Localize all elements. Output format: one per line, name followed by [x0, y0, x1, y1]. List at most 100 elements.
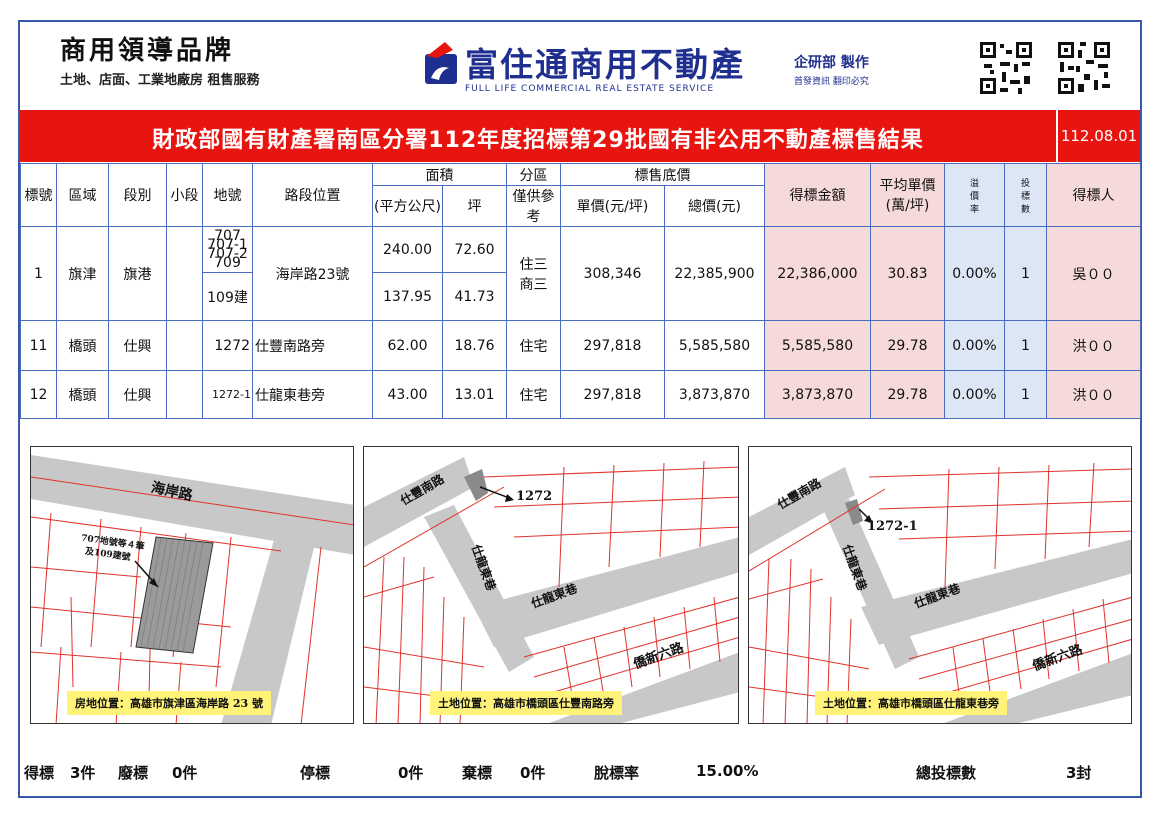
- brand-center-subtitle: FULL LIFE COMMERCIAL REAL ESTATE SERVICE: [465, 84, 715, 94]
- cell-winning-bid: 22,386,000: [764, 226, 871, 321]
- total-bids-label: 總投標數: [916, 764, 977, 782]
- header-section: 段別: [108, 163, 167, 227]
- cell-section: 旗港: [108, 226, 167, 321]
- cell-area-m2: 137.95: [372, 272, 443, 321]
- brand-left-title: 商用領導品牌: [60, 36, 235, 66]
- brand-left: 商用領導品牌 土地、店面、工業地廠房 租售服務: [60, 30, 260, 88]
- map-shifeng-south-road: 仕豐南路 1272 仕龍東巷 仕龍東巷 僑新六路 土地位置：高雄市橋頭區仕豐南路…: [363, 446, 739, 724]
- header-location: 路段位置: [252, 163, 373, 227]
- stopped-value: 0件: [398, 764, 424, 782]
- header-land-no: 地號: [202, 163, 253, 227]
- cell-zone: 住宅: [506, 320, 561, 371]
- zone-item: 住三: [519, 256, 548, 273]
- cell-bids: 1: [1004, 226, 1047, 321]
- won-value: 3件: [70, 764, 96, 782]
- void-value: 0件: [172, 764, 198, 782]
- map-caption: 房地位置：高雄市旗津區海岸路 23 號: [67, 691, 271, 715]
- header-district: 區域: [56, 163, 109, 227]
- brand-center: 富住通商用不動產 FULL LIFE COMMERCIAL REAL ESTAT…: [465, 38, 745, 94]
- unsold-rate-value: 15.00%: [696, 762, 759, 780]
- cell-zone: 住宅: [506, 370, 561, 419]
- abandoned-value: 0件: [520, 764, 546, 782]
- header-total-price: 總價(元): [664, 185, 765, 227]
- map-shilong-east-lane: 仕豐南路 1272-1 仕龍東巷 仕龍東巷 僑新六路 土地位置：高雄市橋頭區仕龍…: [748, 446, 1132, 724]
- header-bids-b: 標: [1020, 191, 1030, 202]
- header-subsection: 小段: [166, 163, 203, 227]
- cell-bids: 1: [1004, 320, 1047, 371]
- table-row: 11 橋頭 仕興 1272 仕豐南路旁 62.00 18.76 住宅 297,8…: [20, 320, 1141, 371]
- stopped-label: 停標: [300, 764, 331, 782]
- cell-lot-no: 1: [20, 226, 57, 321]
- page-frame: 商用領導品牌 土地、店面、工業地廠房 租售服務 富住通商用不動產 FULL LI…: [18, 20, 1142, 798]
- cell-lot-no: 11: [20, 320, 57, 371]
- cell-winning-bid: 5,585,580: [764, 320, 871, 371]
- land-no-item: 707: [214, 227, 241, 244]
- abandoned-label: 棄標: [462, 764, 493, 782]
- land-no-item: 707-2: [207, 245, 248, 262]
- department-title: 企研部 製作: [794, 55, 869, 71]
- header-base-price: 標售底價: [560, 163, 765, 186]
- cell-zone: 住三 商三: [506, 226, 561, 321]
- cell-area-ping: 18.76: [442, 320, 507, 371]
- brand-center-title: 富住通商用不動產: [465, 45, 745, 84]
- cell-land-no-list: 707 707-1 707-2 709: [202, 226, 253, 273]
- cell-unit-price: 297,818: [560, 320, 665, 371]
- cell-winner: 吳００: [1046, 226, 1141, 321]
- table-row: 1 旗津 旗港 707 707-1 707-2 709 海岸路23號 240.0…: [20, 226, 1141, 321]
- cell-total-price: 3,873,870: [664, 370, 765, 419]
- parcel-label: 1272-1: [867, 519, 918, 534]
- cell-subsection: [166, 320, 203, 371]
- cell-area-ping: 13.01: [442, 370, 507, 419]
- header-area: 面積: [372, 163, 507, 186]
- header-bids-a: 投: [1020, 178, 1030, 189]
- cell-unit-price: 308,346: [560, 226, 665, 321]
- cell-area-m2: 62.00: [372, 320, 443, 371]
- void-label: 廢標: [118, 764, 149, 782]
- header-avg-unit-b: (萬/坪): [885, 198, 930, 214]
- department: 企研部 製作 首發資訊 翻印必究: [794, 52, 869, 87]
- cell-building-no: 109建: [202, 272, 253, 321]
- header-premium-a: 溢: [969, 178, 979, 189]
- department-subtitle: 首發資訊 翻印必究: [794, 77, 869, 87]
- map-caption: 土地位置：高雄市橋頭區仕龍東巷旁: [815, 691, 1007, 715]
- cell-area-ping: 41.73: [442, 272, 507, 321]
- cell-lot-no: 12: [20, 370, 57, 419]
- company-logo-icon: [425, 42, 457, 84]
- cell-winning-bid: 3,873,870: [764, 370, 871, 419]
- header-winner: 得標人: [1046, 163, 1141, 227]
- cell-area-ping: 72.60: [442, 226, 507, 273]
- header-premium-b: 價: [969, 191, 979, 202]
- cell-land-no: 1272-1: [202, 370, 253, 419]
- results-table: 標號 區域 段別 小段 地號 路段位置 面積 分區 標售底價 得標金額 平均單價…: [20, 163, 1141, 419]
- table-row: 12 橋頭 仕興 1272-1 仕龍東巷旁 43.00 13.01 住宅 297…: [20, 370, 1141, 419]
- cell-total-price: 22,385,900: [664, 226, 765, 321]
- cell-winner: 洪００: [1046, 320, 1141, 371]
- total-bids-value: 3封: [1066, 764, 1092, 782]
- cell-district: 橋頭: [56, 370, 109, 419]
- header-winning-bid: 得標金額: [764, 163, 871, 227]
- cell-avg-unit: 29.78: [870, 370, 945, 419]
- header-area-m2: (平方公尺): [372, 185, 443, 227]
- zone-item: 商三: [519, 276, 548, 293]
- qr-code-icon[interactable]: [1056, 40, 1112, 96]
- cell-avg-unit: 30.83: [870, 226, 945, 321]
- cell-district: 橋頭: [56, 320, 109, 371]
- cell-land-no: 1272: [202, 320, 253, 371]
- header-lot-no: 標號: [20, 163, 57, 227]
- cell-location: 仕豐南路旁: [252, 320, 373, 371]
- cell-location: 仕龍東巷旁: [252, 370, 373, 419]
- land-no-item: 709: [214, 254, 241, 271]
- cell-premium: 0.00%: [944, 320, 1005, 371]
- cell-area-m2: 43.00: [372, 370, 443, 419]
- cell-area-m2: 240.00: [372, 226, 443, 273]
- header-area-ping: 坪: [442, 185, 507, 227]
- map-caption: 土地位置：高雄市橋頭區仕豐南路旁: [430, 691, 622, 715]
- cell-section: 仕興: [108, 370, 167, 419]
- title-banner: 財政部國有財產署南區分署112年度招標第29批國有非公用不動產標售結果 112.…: [20, 110, 1140, 162]
- table-row: 109建 137.95 41.73: [21, 272, 1141, 321]
- won-label: 得標: [24, 764, 55, 782]
- brand-left-subtitle: 土地、店面、工業地廠房 租售服務: [60, 73, 260, 88]
- qr-code-icon[interactable]: [978, 40, 1034, 96]
- header-avg-unit: 平均單價 (萬/坪): [870, 163, 945, 227]
- cell-winner: 洪００: [1046, 370, 1141, 419]
